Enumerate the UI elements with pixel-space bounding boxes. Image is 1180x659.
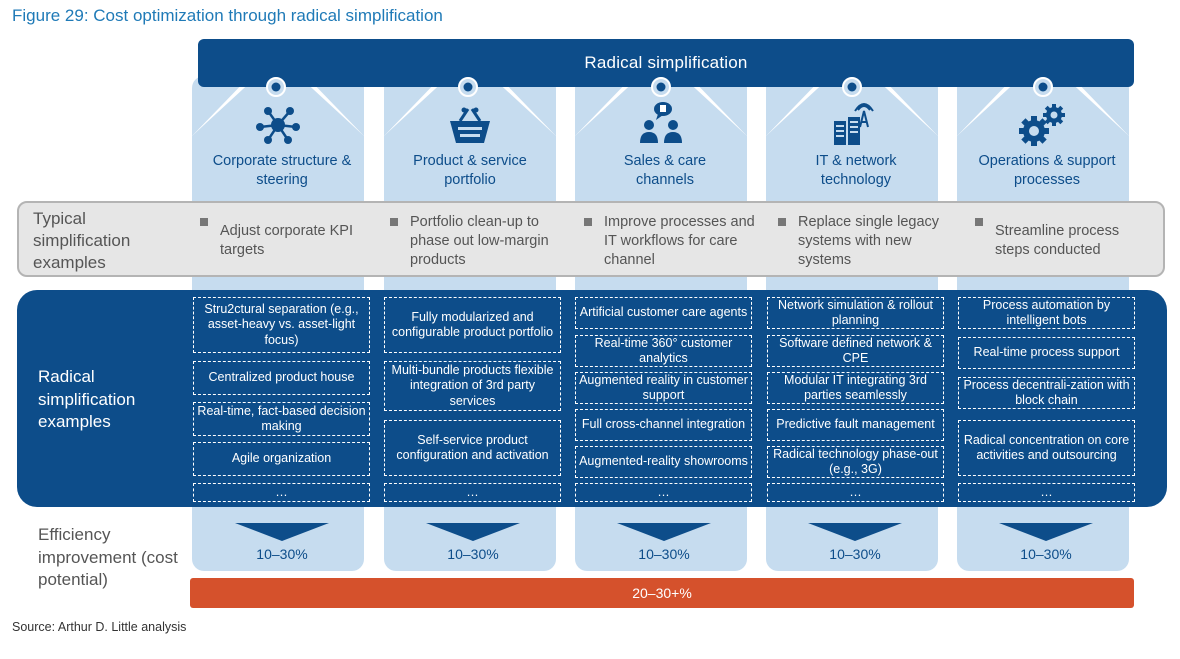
customer-chat-icon [640,102,682,143]
connector-icon [458,77,478,97]
radical-example-box: … [384,483,561,502]
bullet-square-icon [390,218,398,226]
column-roof [766,76,938,136]
connector-icon [842,77,862,97]
down-arrow-icon [426,523,520,541]
bullet-square-icon [975,218,983,226]
radical-example-box: Full cross-channel integration [575,409,752,441]
efficiency-value: 10–30% [256,546,308,562]
radical-example-box: Self-service product configuration and a… [384,420,561,476]
total-cost-potential-bar: 20–30+% [190,578,1134,608]
figure-title: Figure 29: Cost optimization through rad… [12,6,443,25]
bullet-square-icon [584,218,592,226]
column-roof [957,76,1129,136]
bullet-square-icon [778,218,786,226]
connector-icon [266,77,286,97]
radical-example-box: Fully modularized and configurable produ… [384,297,561,353]
server-antenna-icon [834,103,874,145]
efficiency-value: 10–30% [829,546,881,562]
down-arrow-icon [808,523,902,541]
typical-example-text: Portfolio clean-up to phase out low-marg… [410,214,549,268]
radical-example-box: Radical concentration on core activities… [958,420,1135,476]
column-title: Product & service portfolio [413,153,527,188]
radical-example-box: Agile organization [193,442,370,476]
typical-example-text: Streamline process steps conducted [995,223,1120,258]
network-nodes-icon [256,107,300,144]
radical-example-box: … [575,483,752,502]
radical-example-box: Software defined network & CPE [767,335,944,367]
typical-example-text: Adjust corporate KPI targets [220,223,353,258]
radical-example-box: Real-time process support [958,337,1135,369]
efficiency-value: 10–30% [447,546,499,562]
down-arrow-icon [617,523,711,541]
radical-example-box: Centralized product house [193,361,370,395]
radical-example-box: Modular IT integrating 3rd parties seaml… [767,372,944,404]
typical-example-text: Replace single legacy systems with new s… [798,214,940,268]
gears-icon [1019,104,1065,146]
down-arrow-icon [235,523,329,541]
radical-example-box: … [193,483,370,502]
connector-icon [651,77,671,97]
column-title: IT & network technology [815,153,897,188]
column-roof [192,76,364,136]
column-title: Corporate structure & steering [212,153,352,188]
radical-examples-band [17,290,1167,507]
radical-example-box: Artificial customer care agents [575,297,752,329]
typical-examples-label: Typical simplification examples [33,209,131,272]
column-title: Operations & support processes [978,153,1116,188]
radical-example-box: Real-time 360° customer analytics [575,335,752,367]
radical-example-box: … [958,483,1135,502]
source-note: Source: Arthur D. Little analysis [12,620,187,634]
radical-example-box: Process decentrali-zation with block cha… [958,377,1135,409]
down-arrow-icon [999,523,1093,541]
radical-example-box: … [767,483,944,502]
radical-example-box: Stru2ctural separation (e.g., asset-heav… [193,297,370,353]
efficiency-improvement-label: Efficiency improvement (cost potential) [38,525,178,589]
shopping-basket-icon [450,107,490,143]
bullet-square-icon [200,218,208,226]
radical-example-box: Multi-bundle products flexible integrati… [384,361,561,411]
radical-examples-label: Radical simplification examples [38,367,136,431]
radical-example-box: Real-time, fact-based decision making [193,402,370,436]
typical-example-text: Improve processes and IT workflows for c… [604,214,755,268]
radical-example-box: Augmented-reality showrooms [575,446,752,478]
radical-example-box: Process automation by intelligent bots [958,297,1135,329]
column-title: Sales & care channels [623,153,707,188]
efficiency-value: 10–30% [638,546,690,562]
radical-example-box: Radical technology phase-out (e.g., 3G) [767,446,944,478]
radical-example-box: Predictive fault management [767,409,944,441]
efficiency-value: 10–30% [1020,546,1072,562]
connector-icon [1033,77,1053,97]
typical-examples-band [17,201,1165,277]
column-roof [384,76,556,136]
radical-example-box: Network simulation & rollout planning [767,297,944,329]
radical-example-box: Augmented reality in customer support [575,372,752,404]
